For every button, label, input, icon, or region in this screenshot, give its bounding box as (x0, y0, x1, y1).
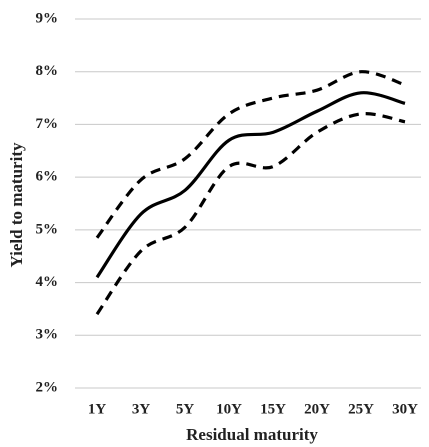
x-tick-label: 15Y (260, 401, 286, 417)
x-tick-label: 5Y (176, 401, 195, 417)
y-tick-label: 8% (36, 63, 59, 79)
y-tick-label: 2% (36, 379, 59, 395)
x-tick-label: 20Y (304, 401, 330, 417)
y-tick-label: 7% (36, 116, 59, 132)
y-tick-label: 5% (36, 221, 59, 237)
x-tick-label: 1Y (88, 401, 107, 417)
y-tick-label: 9% (36, 10, 59, 26)
x-tick-label: 30Y (392, 401, 418, 417)
line-series (95, 70, 406, 239)
y-tick-label: 4% (36, 274, 59, 290)
y-tick-label: 6% (36, 169, 59, 185)
x-axis-title: Residual maturity (186, 425, 318, 444)
x-tick-label: 25Y (348, 401, 374, 417)
line-series (95, 91, 406, 279)
y-tick-label: 3% (36, 327, 59, 343)
x-tick-label: 3Y (132, 401, 151, 417)
x-tick-label: 10Y (216, 401, 242, 417)
line-series (95, 112, 406, 316)
y-axis-title: Yield to maturity (7, 142, 26, 267)
